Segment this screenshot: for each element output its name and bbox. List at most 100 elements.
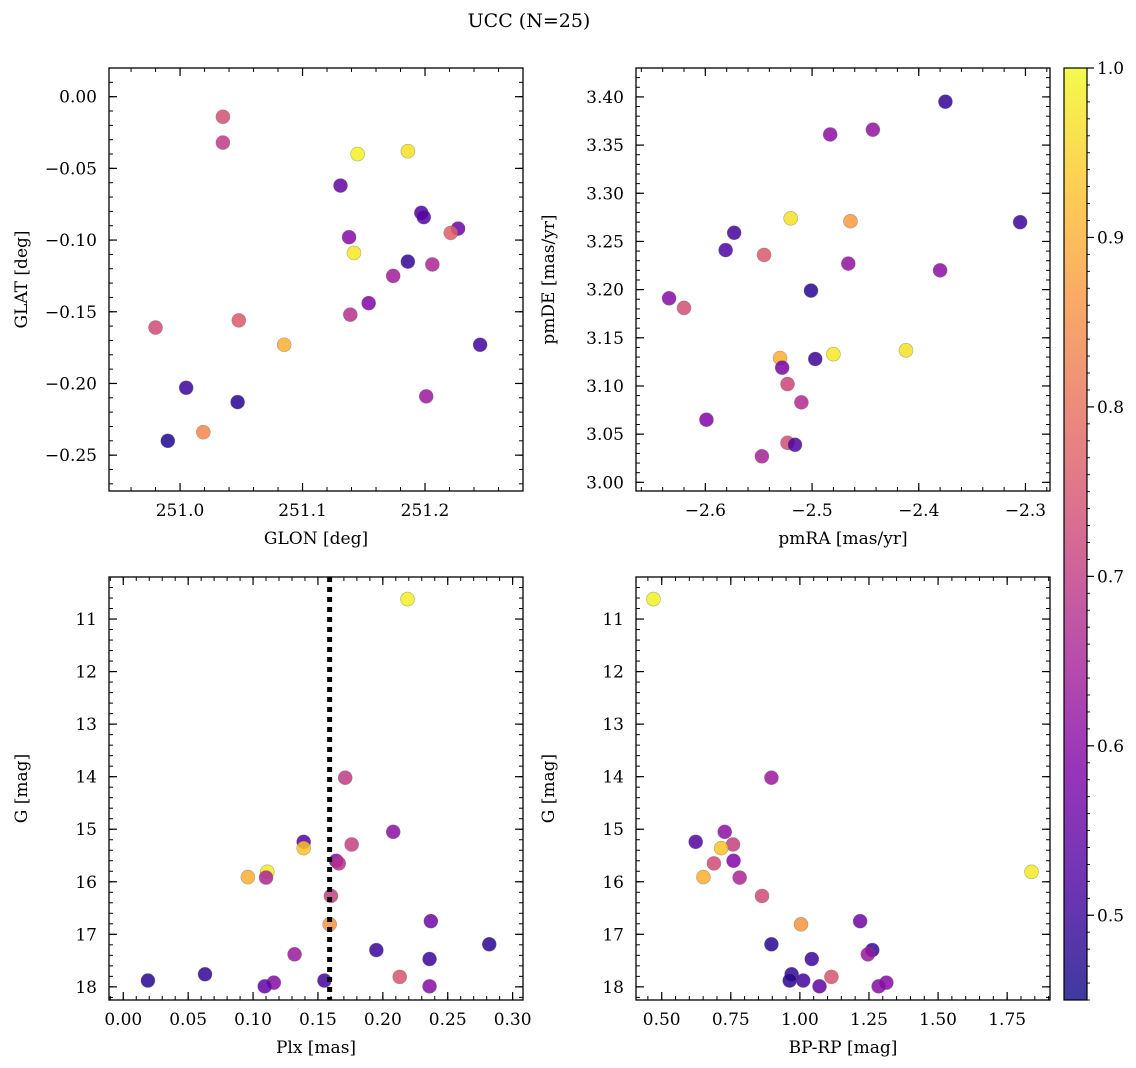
y-tick-label: 14	[75, 768, 97, 788]
scatter-point	[215, 109, 231, 125]
scatter-point	[812, 979, 827, 994]
x-axis-label: Plx [mas]	[276, 1038, 356, 1058]
x-tick-label: 251.2	[401, 501, 450, 521]
scatter-point	[676, 300, 692, 316]
scatter-point	[860, 946, 876, 962]
scatter-point	[422, 951, 437, 967]
scatter-point	[826, 346, 841, 362]
scatter-point	[803, 283, 819, 298]
scatter-point	[472, 337, 488, 353]
scatter-point	[443, 225, 459, 241]
axes-frame	[108, 576, 524, 1001]
y-tick-label: 15	[602, 820, 624, 840]
scatter-point	[481, 937, 497, 952]
y-tick-label: 3.25	[586, 232, 624, 252]
y-tick-label: −0.05	[45, 159, 97, 179]
scatter-point	[400, 254, 416, 269]
y-tick-label: 18	[75, 978, 97, 998]
y-tick-label: 11	[75, 610, 97, 630]
scatter-point	[764, 770, 779, 786]
x-tick-label: 0.50	[643, 1010, 681, 1030]
colorbar-tick-label: 1.0	[1097, 59, 1124, 79]
scatter-point	[258, 870, 274, 885]
scatter-point	[726, 225, 742, 241]
scatter-point	[898, 343, 914, 358]
y-tick-label: 16	[75, 873, 97, 893]
y-tick-label: 14	[602, 768, 624, 788]
y-axis-label: G [mag]	[539, 754, 559, 823]
scatter-point	[787, 437, 803, 453]
scatter-point	[369, 942, 384, 958]
scatter-point	[196, 424, 211, 440]
colorbar: 0.5 0.6 0.7 0.8 0.9 1.0	[1063, 59, 1124, 1001]
scatter-point	[346, 245, 362, 261]
scatter-point	[342, 307, 358, 322]
scatter-point	[385, 268, 401, 284]
scatter-point	[696, 869, 711, 885]
y-tick-label: 16	[602, 873, 624, 893]
scatter-point	[1024, 864, 1039, 880]
scatter-point	[337, 770, 353, 786]
y-axis-label: G [mag]	[12, 754, 32, 823]
scatter-point	[865, 122, 881, 137]
scatter-point	[231, 313, 247, 328]
y-tick-label: 12	[602, 663, 624, 683]
scatter-point	[794, 395, 809, 410]
x-tick-label: 0.75	[712, 1010, 750, 1030]
x-tick-label: 1.25	[850, 1010, 888, 1030]
x-tick-label: 0.20	[364, 1010, 402, 1030]
y-tick-label: 0.00	[59, 88, 97, 108]
scatter-point	[350, 146, 365, 162]
x-tick-label: 0.25	[429, 1010, 467, 1030]
scatter-point	[706, 856, 722, 871]
scatter-point	[416, 209, 432, 225]
y-tick-label: 11	[602, 610, 624, 630]
y-tick-label: 3.05	[586, 425, 624, 445]
y-tick-label: −0.15	[45, 303, 97, 323]
colorbar-tick-label: 0.5	[1097, 906, 1124, 926]
scatter-point	[331, 856, 347, 871]
figure-title: UCC (N=25)	[468, 10, 591, 32]
scatter-point	[341, 229, 357, 245]
x-tick-label: −2.6	[685, 501, 726, 521]
scatter-point	[852, 913, 868, 929]
scatter-point	[1012, 214, 1028, 230]
x-axis-label: BP-RP [mag]	[789, 1038, 898, 1058]
scatter-point	[688, 834, 703, 850]
y-tick-label: −0.20	[45, 374, 97, 394]
scatter-point	[756, 247, 772, 263]
scatter-point	[230, 394, 245, 410]
y-tick-label: 13	[75, 715, 97, 735]
y-tick-label: 3.15	[586, 329, 624, 349]
scatter-point	[392, 969, 408, 985]
y-tick-label: 13	[602, 715, 624, 735]
plot-pmra-pmde: −2.6 −2.5 −2.4 −2.3 3.00 3.05 3.10 3.15 3.20 3.25…	[539, 67, 1051, 549]
scatter-point	[287, 946, 302, 962]
x-tick-label: 0.00	[104, 1010, 142, 1030]
scatter-point	[423, 913, 439, 929]
x-tick-label: 0.05	[169, 1010, 207, 1030]
scatter-point	[807, 351, 823, 367]
scatter-point	[699, 412, 714, 427]
colorbar-gradient	[1063, 67, 1088, 1001]
colorbar-tick-label: 0.6	[1097, 737, 1124, 757]
scatter-point	[843, 213, 858, 229]
scatter-point	[764, 937, 779, 952]
y-tick-label: −0.10	[45, 231, 97, 251]
scatter-point	[713, 840, 729, 856]
scatter-point	[400, 143, 416, 159]
scatter-point	[932, 263, 948, 278]
y-tick-label: 15	[75, 820, 97, 840]
scatter-point	[425, 257, 440, 272]
plot-bprp-g: 0.50 0.75 1.00 1.25 1.50 1.75 11 12 13 14 15 16 17 18…	[539, 576, 1051, 1058]
scatter-point	[344, 837, 359, 852]
x-tick-label: 0.10	[234, 1010, 272, 1030]
scatter-point	[361, 295, 376, 311]
scatter-point	[717, 824, 733, 840]
scatter-point	[646, 591, 661, 607]
y-tick-label: 3.00	[586, 473, 624, 493]
colorbar-tick-label: 0.8	[1097, 398, 1124, 418]
x-tick-label: 251.0	[156, 501, 205, 521]
scatter-point	[276, 337, 292, 353]
